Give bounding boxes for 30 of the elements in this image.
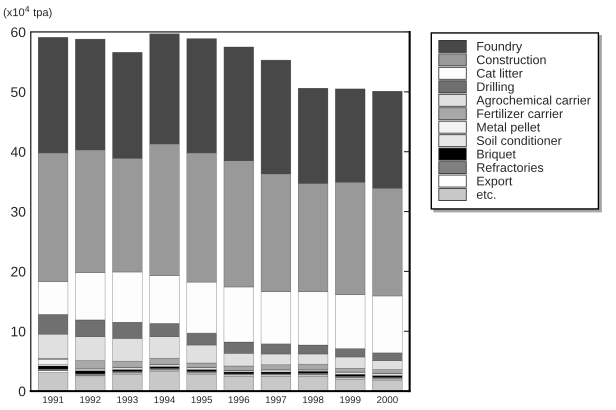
y-tick-label: 30 (11, 206, 26, 217)
x-tick-label: 1992 (80, 396, 101, 404)
y-tick-label: 60 (11, 27, 26, 38)
legend-label: Agrochemical carrier (476, 95, 591, 108)
legend-label: Foundry (477, 42, 522, 54)
legend-label: Metal pellet (477, 122, 540, 134)
x-tick-label: 1994 (154, 396, 176, 404)
x-tick-label: 2000 (377, 396, 398, 404)
x-tick-label: 1995 (192, 396, 212, 404)
legend-label: Cat litter (476, 68, 523, 78)
y-tick-label: 0 (18, 386, 26, 396)
x-tick-label: 1999 (340, 396, 361, 404)
legend-label: Briquet (477, 149, 516, 161)
legend-label: Refractories (477, 162, 544, 172)
y-axis-title: (x10$^{4}$ tpa) (4, 6, 52, 18)
x-tick-label: 1997 (266, 396, 286, 404)
y-tick-label: 50 (11, 87, 26, 98)
legend-label: etc. (476, 190, 496, 199)
legend-label: Fertilizer carrier (477, 108, 563, 118)
x-tick-label: 1993 (117, 396, 138, 404)
x-tick-label: 1998 (303, 396, 324, 404)
x-tick-label: 1991 (43, 396, 64, 404)
legend-label: Soil conditioner (476, 136, 562, 146)
x-tick-label: 1996 (228, 396, 250, 404)
legend-label: Construction (476, 55, 546, 64)
legend-label: Export (477, 176, 512, 188)
legend-label: Drilling (477, 82, 514, 94)
y-tick-label: 40 (10, 147, 26, 157)
y-tick-label: 20 (11, 266, 26, 277)
y-tick-label: 10 (12, 326, 26, 336)
